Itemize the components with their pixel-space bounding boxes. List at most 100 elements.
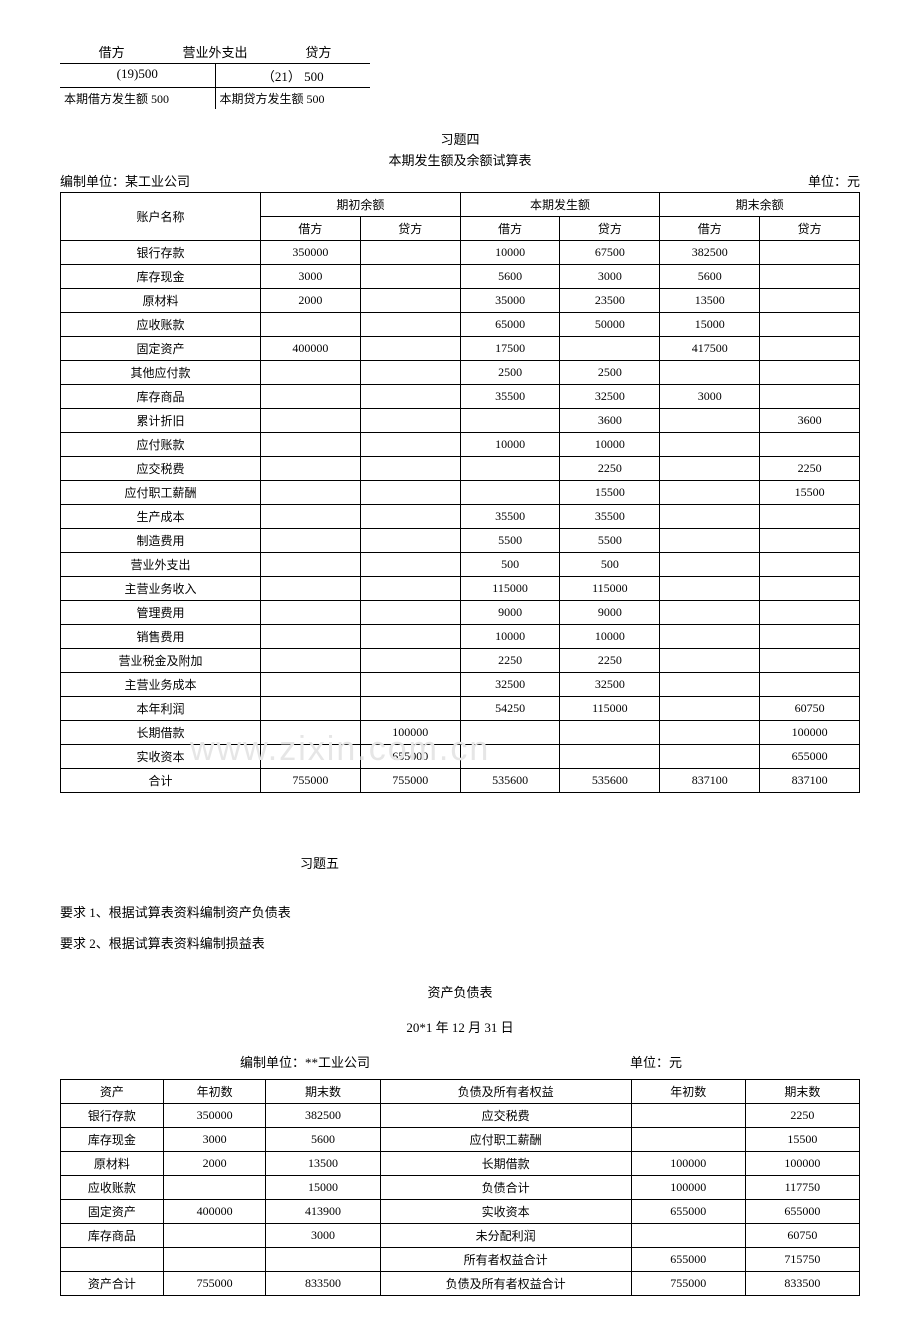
table-cell: 115000	[560, 697, 660, 721]
table-cell: 65000	[460, 313, 560, 337]
t-account-sum-credit: 本期贷方发生额 500	[216, 88, 371, 109]
table-cell: 755000	[261, 769, 361, 793]
table-cell: 35000	[460, 289, 560, 313]
table-row: 管理费用90009000	[61, 601, 860, 625]
table-cell: 67500	[560, 241, 660, 265]
table-cell: 合计	[61, 769, 261, 793]
table-cell	[261, 601, 361, 625]
table-cell	[261, 313, 361, 337]
table-cell: 60750	[745, 1224, 859, 1248]
table-cell	[261, 457, 361, 481]
table-cell: 833500	[745, 1272, 859, 1296]
table-cell	[360, 649, 460, 673]
table-row: 银行存款350000382500应交税费2250	[61, 1104, 860, 1128]
table-cell: 15000	[266, 1176, 380, 1200]
table-row: 生产成本3550035500	[61, 505, 860, 529]
table-cell: 应付账款	[61, 433, 261, 457]
table-cell: 54250	[460, 697, 560, 721]
table-row: 营业税金及附加22502250	[61, 649, 860, 673]
table-row: 原材料200013500长期借款100000100000	[61, 1152, 860, 1176]
table-cell	[261, 361, 361, 385]
ex5-unit: 单位：元	[630, 1052, 682, 1071]
table-cell: 100000	[360, 721, 460, 745]
table-cell: 本年利润	[61, 697, 261, 721]
table-row: 应付职工薪酬1550015500	[61, 481, 860, 505]
table-cell: 100000	[760, 721, 860, 745]
table-cell	[460, 721, 560, 745]
table-row: 累计折旧36003600	[61, 409, 860, 433]
table-row: 库存现金3000560030005600	[61, 265, 860, 289]
table-cell: 银行存款	[61, 1104, 164, 1128]
table-cell: 10000	[560, 433, 660, 457]
table-cell: 资产合计	[61, 1272, 164, 1296]
t-account-right-cell: （21） 500	[216, 64, 371, 87]
balance-sheet-date: 20*1 年 12 月 31 日	[60, 1017, 860, 1036]
table-row: 库存商品3000未分配利润60750	[61, 1224, 860, 1248]
table-row: 实收资本655000655000	[61, 745, 860, 769]
table-cell: 32500	[560, 673, 660, 697]
table-cell	[261, 553, 361, 577]
table-cell: 所有者权益合计	[380, 1248, 631, 1272]
table-cell: 500	[560, 553, 660, 577]
table-cell	[660, 457, 760, 481]
table-cell: 755000	[360, 769, 460, 793]
balance-sheet-title: 资产负债表	[60, 982, 860, 1001]
table-cell: 10000	[460, 433, 560, 457]
table-cell: 应付职工薪酬	[61, 481, 261, 505]
table-cell	[360, 625, 460, 649]
table-cell	[760, 649, 860, 673]
table-cell: 100000	[631, 1176, 745, 1200]
table-cell: 5600	[660, 265, 760, 289]
table-cell	[660, 577, 760, 601]
table-cell	[261, 697, 361, 721]
table-cell	[760, 529, 860, 553]
table-cell	[760, 673, 860, 697]
t-account-debit-label: 借方	[60, 40, 163, 63]
bs-th-asset: 资产	[61, 1080, 164, 1104]
table-cell	[560, 337, 660, 361]
table-cell	[660, 553, 760, 577]
table-cell	[360, 529, 460, 553]
table-cell: 2250	[745, 1104, 859, 1128]
table-cell: 销售费用	[61, 625, 261, 649]
table-cell	[660, 625, 760, 649]
table-cell: 115000	[460, 577, 560, 601]
table-cell	[163, 1224, 266, 1248]
table-cell: 10000	[560, 625, 660, 649]
table-row: 库存现金30005600应付职工薪酬15500	[61, 1128, 860, 1152]
table-cell	[61, 1248, 164, 1272]
th-period: 本期发生额	[460, 193, 660, 217]
table-cell	[360, 673, 460, 697]
table-cell: 原材料	[61, 1152, 164, 1176]
table-cell	[360, 313, 460, 337]
table-cell: 固定资产	[61, 337, 261, 361]
table-cell: 管理费用	[61, 601, 261, 625]
table-cell	[760, 577, 860, 601]
table-row: 主营业务成本3250032500	[61, 673, 860, 697]
table-cell: 13500	[660, 289, 760, 313]
table-cell: 营业税金及附加	[61, 649, 261, 673]
table-cell	[631, 1128, 745, 1152]
table-cell: 2250	[560, 457, 660, 481]
table-cell: 库存现金	[61, 265, 261, 289]
th-end: 期末余额	[660, 193, 860, 217]
th-period-credit: 贷方	[560, 217, 660, 241]
table-cell	[261, 745, 361, 769]
table-cell	[660, 481, 760, 505]
ex4-company: 编制单位：某工业公司	[60, 171, 190, 190]
table-cell	[760, 553, 860, 577]
table-cell	[760, 385, 860, 409]
t-account: 借方 营业外支出 贷方 (19)500 （21） 500 本期借方发生额 500…	[60, 40, 370, 109]
table-cell: 5600	[460, 265, 560, 289]
table-cell: 3000	[560, 265, 660, 289]
th-init-debit: 借方	[261, 217, 361, 241]
ex4-title: 习题四	[60, 129, 860, 148]
table-cell: 400000	[163, 1200, 266, 1224]
table-cell: 755000	[163, 1272, 266, 1296]
table-cell: 715750	[745, 1248, 859, 1272]
t-account-left-cell: (19)500	[60, 64, 216, 87]
table-cell	[261, 625, 361, 649]
table-row: 营业外支出500500	[61, 553, 860, 577]
table-row: 长期借款100000100000	[61, 721, 860, 745]
table-cell: 500	[460, 553, 560, 577]
